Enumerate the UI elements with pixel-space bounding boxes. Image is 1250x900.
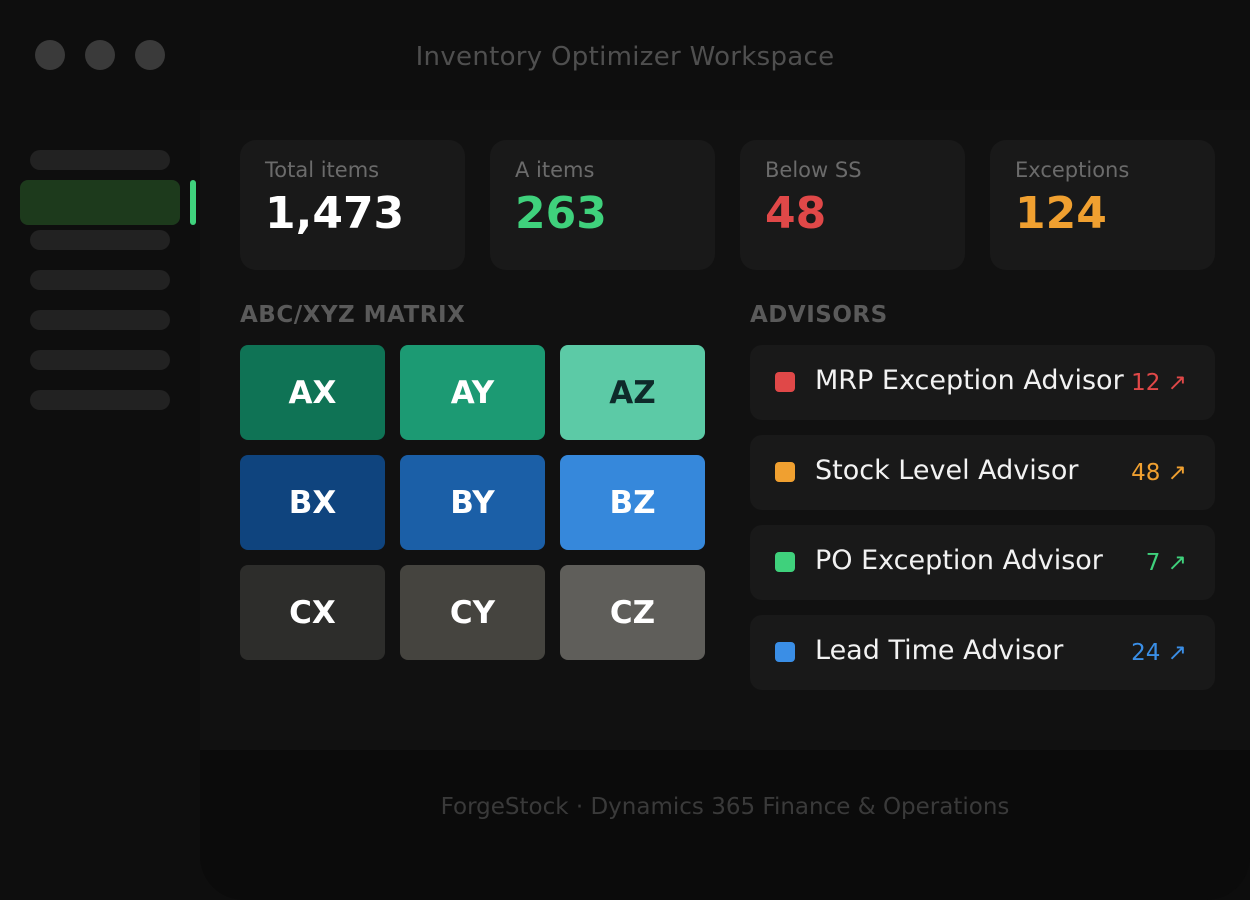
kpi-value: 263 [515,188,607,239]
status-dot [775,462,795,482]
advisors-title: ADVISORS [750,302,888,328]
matrix-cell-ay[interactable]: AY [400,345,545,440]
footer: ForgeStock · Dynamics 365 Finance & Oper… [200,750,1250,900]
kpi-card-below-ss[interactable]: Below SS 48 [740,140,965,270]
matrix-cell-cy[interactable]: CY [400,565,545,660]
sidebar-item-5[interactable] [30,310,170,330]
advisor-count: 7 ↗ [1145,550,1187,576]
matrix-cell-cz[interactable]: CZ [560,565,705,660]
sidebar [0,110,200,900]
advisor-count: 12 ↗ [1131,370,1187,396]
advisor-row-lead-time[interactable]: Lead Time Advisor 24 ↗ [750,615,1215,690]
kpi-label: Total items [265,158,380,182]
close-window-button[interactable] [35,40,65,70]
maximize-window-button[interactable] [135,40,165,70]
matrix-cell-az[interactable]: AZ [560,345,705,440]
kpi-value: 1,473 [265,188,405,239]
status-dot [775,372,795,392]
kpi-label: Below SS [765,158,862,182]
advisor-row-mrp-exception[interactable]: MRP Exception Advisor 12 ↗ [750,345,1215,420]
kpi-value: 48 [765,188,827,239]
kpi-card-a-items[interactable]: A items 263 [490,140,715,270]
status-dot [775,642,795,662]
window-title: Inventory Optimizer Workspace [415,42,835,72]
matrix-cell-ax[interactable]: AX [240,345,385,440]
matrix-cell-bz[interactable]: BZ [560,455,705,550]
sidebar-item-3[interactable] [30,230,170,250]
sidebar-item-6[interactable] [30,350,170,370]
kpi-card-total-items[interactable]: Total items 1,473 [240,140,465,270]
matrix-title: ABC/XYZ MATRIX [240,302,466,328]
kpi-card-exceptions[interactable]: Exceptions 124 [990,140,1215,270]
advisor-count: 24 ↗ [1131,640,1187,666]
kpi-label: Exceptions [1015,158,1130,182]
sidebar-item-active[interactable] [20,180,180,225]
status-dot [775,552,795,572]
matrix-cell-bx[interactable]: BX [240,455,385,550]
advisor-name: Stock Level Advisor [815,455,1079,486]
sidebar-item-7[interactable] [30,390,170,410]
kpi-value: 124 [1015,188,1107,239]
sidebar-active-indicator [190,180,196,225]
advisor-count: 48 ↗ [1131,460,1187,486]
sidebar-item-1[interactable] [30,150,170,170]
advisor-row-stock-level[interactable]: Stock Level Advisor 48 ↗ [750,435,1215,510]
advisor-name: Lead Time Advisor [815,635,1064,666]
advisor-name: PO Exception Advisor [815,545,1103,576]
main-content: Total items 1,473 A items 263 Below SS 4… [200,110,1250,750]
title-bar: Inventory Optimizer Workspace [0,0,1250,110]
matrix-cell-cx[interactable]: CX [240,565,385,660]
sidebar-item-4[interactable] [30,270,170,290]
matrix-cell-by[interactable]: BY [400,455,545,550]
kpi-label: A items [515,158,595,182]
advisor-name: MRP Exception Advisor [815,365,1124,396]
minimize-window-button[interactable] [85,40,115,70]
footer-text: ForgeStock · Dynamics 365 Finance & Oper… [440,794,1010,820]
advisor-row-po-exception[interactable]: PO Exception Advisor 7 ↗ [750,525,1215,600]
